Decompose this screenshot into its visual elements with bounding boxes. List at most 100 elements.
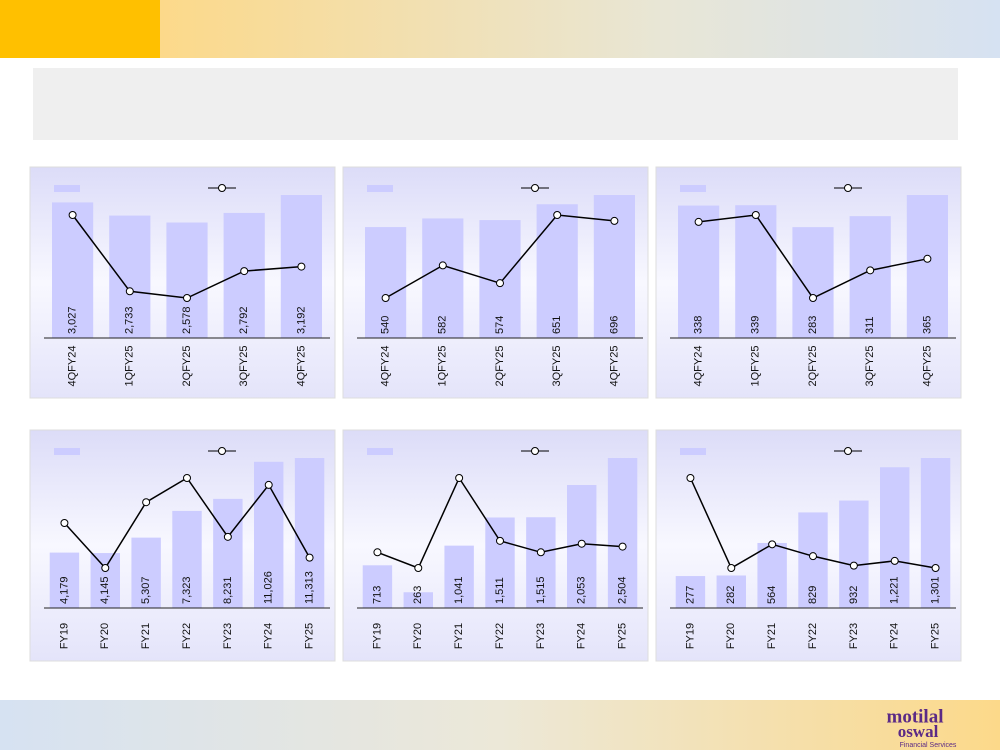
value-label: 3,192 [295,306,307,334]
line-marker [297,262,306,271]
line-marker [849,561,858,570]
bar [526,517,556,608]
value-label: 7,323 [181,576,193,604]
header-block [0,0,160,58]
value-label: 2,792 [238,306,250,334]
line-marker [610,216,619,225]
x-tick-label: FY25 [616,623,628,649]
line-marker [438,261,447,270]
bar [607,458,638,608]
value-label: 2,053 [576,576,588,604]
line-marker [264,480,273,489]
line-marker [751,211,760,219]
value-label: 339 [750,316,762,334]
line-marker [305,553,314,562]
x-tick-label: 3QFY25 [238,346,250,387]
bar [675,576,706,608]
value-label: 574 [494,316,506,334]
line-marker [68,211,77,219]
value-label: 2,733 [124,306,136,334]
value-label: 540 [380,316,392,334]
x-tick-label: 4QFY24 [67,346,79,387]
bar [109,215,151,338]
value-label: 1,511 [494,577,506,604]
value-label: 311 [864,316,876,334]
line-marker [694,217,703,226]
x-tick-label: FY24 [576,623,588,649]
line-marker [618,542,627,551]
line-marker [101,564,110,572]
bar [839,500,869,608]
legend-swatch [367,185,393,192]
x-tick-label: FY23 [848,623,860,649]
logo-tagline: Financial Services [900,742,957,749]
value-label: 1,301 [929,576,941,604]
bar [52,202,94,338]
line-marker [496,536,504,545]
x-tick-label: 1QFY25 [437,346,449,387]
value-label: 3,027 [67,306,79,334]
line-marker [183,294,191,302]
line-marker [923,254,932,263]
line-marker [125,287,134,296]
value-label: 8,231 [222,576,234,604]
value-label: 277 [684,586,696,604]
bar [798,512,828,608]
x-tick-label: FY20 [412,623,424,649]
line-marker [866,266,875,275]
bar [735,205,777,338]
value-label: 11,026 [263,571,275,604]
bar [444,545,474,608]
value-label: 932 [848,586,860,604]
line-marker [890,556,899,565]
x-tick-label: 3QFY25 [551,346,563,387]
x-tick-label: 4QFY24 [380,346,392,387]
value-label: 365 [921,316,933,334]
line-marker [809,552,817,561]
x-tick-label: 4QFY25 [608,346,620,387]
value-label: 282 [725,586,737,604]
value-label: 1,041 [453,576,465,604]
x-tick-label: FY20 [725,623,737,649]
x-tick-label: 3QFY25 [864,346,876,387]
line-marker [223,532,232,541]
bar [757,542,787,608]
bar [172,510,202,608]
x-tick-label: 4QFY25 [295,346,307,387]
x-tick-label: FY19 [371,623,383,649]
x-tick-label: FY23 [222,623,234,649]
value-label: 263 [412,586,424,604]
value-label: 283 [807,316,819,334]
line-marker [60,519,69,527]
x-tick-label: FY24 [889,623,901,649]
bar [49,552,80,608]
legend-swatch [54,448,80,455]
legend-marker [844,184,852,192]
x-tick-label: FY21 [766,623,778,649]
value-label: 582 [437,316,449,334]
line-marker [373,548,382,557]
x-tick-label: FY21 [453,623,465,649]
bar [485,517,515,608]
logo-text: oswal [898,722,939,741]
x-tick-label: FY23 [535,623,547,649]
x-tick-label: FY22 [807,623,819,649]
bar [223,212,265,338]
value-label: 338 [693,316,705,334]
line-marker [727,564,736,572]
bar [536,204,578,338]
bar [678,205,720,338]
bar [294,458,325,608]
value-label: 696 [608,316,620,334]
bar [422,218,464,338]
x-tick-label: FY21 [140,623,152,649]
value-label: 713 [371,586,383,604]
value-label: 829 [807,586,819,604]
line-marker [536,548,545,557]
value-label: 651 [551,316,563,334]
legend-marker [531,447,539,455]
value-label: 564 [766,586,778,604]
x-tick-label: 2QFY25 [494,346,506,387]
line-marker [577,539,586,548]
